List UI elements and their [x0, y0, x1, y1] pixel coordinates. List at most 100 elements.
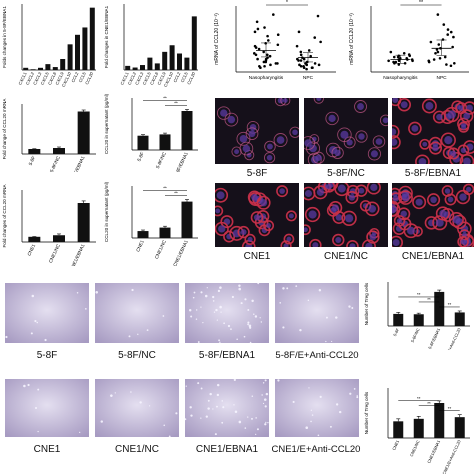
cell-membrane — [447, 147, 460, 160]
data-point — [429, 40, 433, 44]
cell-nucleus — [418, 157, 427, 164]
y-axis-label: CCL20 in supernatant (pg/ml) — [104, 181, 109, 242]
migrated-cell — [230, 328, 232, 330]
migrated-cell — [188, 308, 192, 312]
cell-nucleus — [309, 144, 317, 153]
migrated-cell — [236, 338, 238, 341]
cell-nucleus — [396, 218, 403, 224]
cell-membrane — [215, 221, 229, 236]
x-tick-label: CXCL3 — [134, 71, 145, 86]
x-tick-label: CCL20 — [186, 71, 196, 86]
cell-nucleus — [335, 214, 343, 221]
cell-nucleus — [331, 204, 339, 212]
bar — [184, 57, 190, 70]
migrated-cell — [265, 421, 267, 424]
fluor-label: 5-8F/NC — [327, 168, 365, 179]
x-tick-label: Nasopharyngitis — [249, 75, 284, 81]
cell-nucleus — [415, 198, 423, 206]
cell-nucleus — [447, 110, 456, 119]
migrated-cell — [317, 434, 320, 437]
cell-membrane — [415, 154, 430, 164]
cell-nucleus — [400, 210, 407, 218]
cell-nucleus — [216, 191, 225, 200]
data-point — [269, 63, 272, 67]
migrated-cell — [190, 315, 193, 318]
migrated-cell — [95, 290, 99, 294]
migrated-cell — [331, 340, 333, 343]
migrated-cell — [247, 323, 249, 326]
migrated-cell — [207, 399, 210, 402]
migrated-cell — [238, 420, 242, 424]
significance-marker: ** — [163, 96, 167, 101]
data-point — [313, 36, 317, 39]
cell-membrane — [245, 127, 259, 141]
data-point — [264, 42, 267, 45]
migrated-cell — [218, 339, 221, 342]
migrated-cell — [244, 298, 247, 301]
migrated-cell — [214, 433, 217, 436]
data-point — [257, 47, 261, 51]
migrated-cell — [259, 317, 261, 319]
bar — [454, 312, 465, 326]
cell-nucleus — [288, 213, 294, 219]
cell-membrane — [372, 135, 386, 148]
cell-membrane — [392, 235, 403, 247]
data-point — [435, 48, 439, 51]
chart-scatter-left: mRNA of CCL20 (10⁻³) Nasopharyngitis NPC * — [214, 0, 336, 81]
data-point — [408, 54, 412, 58]
cell-membrane — [306, 141, 321, 156]
migrated-cell — [76, 291, 79, 294]
migrated-cell — [216, 383, 220, 387]
cell-membrane — [361, 239, 376, 247]
migrated-cell — [44, 338, 47, 342]
cell-membrane — [276, 185, 289, 198]
migrated-cell — [137, 333, 139, 335]
cell-membrane — [304, 136, 316, 150]
bar — [77, 111, 90, 154]
bar — [28, 149, 41, 154]
migrated-cell — [267, 421, 269, 424]
data-point — [393, 61, 396, 65]
chart-mrna-cne1: Fold changes of CCL20 mRNA CNE1 CNE1/NC CNE… — [2, 184, 96, 266]
migrated-cell — [212, 300, 215, 302]
cell-nucleus — [337, 184, 346, 193]
cell-nucleus — [447, 196, 454, 203]
cell-nucleus — [279, 188, 285, 194]
migrated-cell — [286, 287, 289, 290]
data-point — [264, 59, 268, 62]
x-tick-label: 5-8F/NC — [410, 327, 421, 343]
fluor-image-cne1 — [215, 183, 299, 247]
data-point — [316, 14, 320, 18]
bar — [162, 51, 168, 70]
bar — [28, 236, 41, 242]
cell-membrane — [223, 230, 235, 243]
bar — [53, 148, 65, 154]
migrated-cell — [221, 400, 224, 402]
cell-membrane — [244, 233, 256, 245]
cell-nucleus — [392, 138, 398, 146]
cell-nucleus — [304, 227, 308, 233]
migrated-cell — [200, 417, 202, 419]
bar — [191, 16, 197, 70]
bar — [30, 69, 36, 70]
migrated-cell — [262, 402, 265, 405]
cell-membrane — [280, 240, 292, 247]
migrated-cell — [247, 321, 250, 324]
cell-nucleus — [304, 189, 313, 198]
data-point — [254, 53, 258, 57]
migrated-cell — [307, 299, 310, 302]
data-point — [299, 64, 303, 68]
migrated-cell — [255, 417, 257, 419]
migrated-cell — [257, 283, 260, 285]
x-tick-label: CXCL10 — [163, 71, 175, 88]
x-tick-label: CNE1 — [27, 243, 37, 257]
migrated-cell — [310, 420, 312, 423]
data-point — [442, 23, 446, 26]
cell-membrane — [463, 140, 474, 154]
x-tick-label: 5-8F/EBNA1 — [427, 327, 441, 350]
migrated-cell — [222, 406, 225, 409]
data-point — [302, 57, 306, 61]
fluorescence-field — [304, 183, 388, 247]
bar — [53, 235, 65, 242]
cell-membrane — [313, 98, 324, 104]
